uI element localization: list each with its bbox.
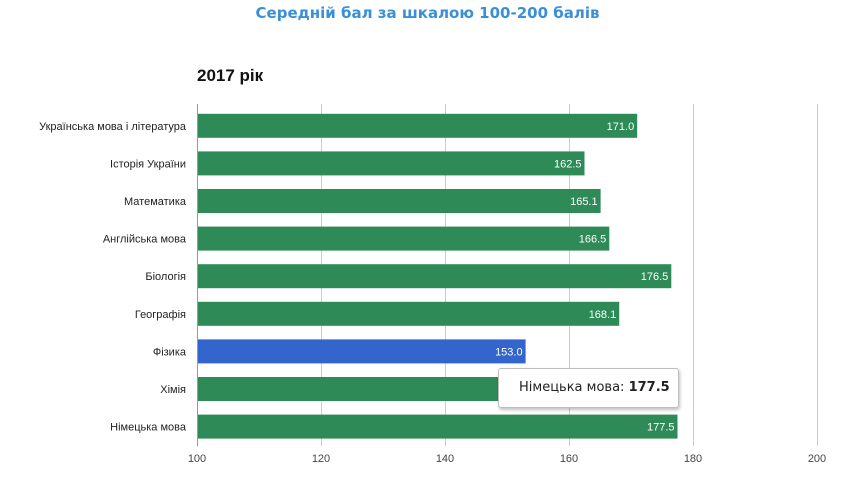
bar-value-label: 166.5	[579, 234, 607, 246]
x-tick-label: 120	[312, 453, 330, 465]
bar[interactable]	[197, 189, 601, 213]
bar[interactable]	[197, 151, 585, 176]
bar-value-label: 176.5	[641, 271, 669, 283]
x-tick-label: 100	[188, 453, 206, 465]
x-tick-label: 180	[684, 453, 702, 465]
category-label: Німецька мова	[110, 422, 187, 434]
bar[interactable]	[197, 301, 620, 326]
tooltip-label: Німецька мова:	[519, 380, 625, 395]
bar[interactable]	[197, 339, 526, 364]
chart-tooltip: Німецька мова: 177.5	[498, 368, 679, 408]
bar[interactable]	[197, 113, 638, 138]
category-label: Історія України	[110, 158, 186, 170]
category-label: Математика	[124, 196, 187, 208]
category-label: Біологія	[145, 271, 186, 283]
bar-value-label: 162.5	[554, 158, 582, 170]
x-tick-label: 140	[436, 453, 454, 465]
category-label: Хімія	[160, 384, 186, 396]
tooltip-value: 177.5	[628, 380, 670, 395]
category-label: Англійська мова	[103, 234, 187, 246]
x-tick-label: 160	[560, 453, 578, 465]
bar[interactable]	[197, 414, 678, 439]
category-label: Українська мова і література	[39, 121, 187, 133]
bar-value-label: 177.5	[647, 422, 675, 434]
bar[interactable]	[197, 264, 672, 289]
x-tick-label: 200	[808, 453, 826, 465]
page-title: Середній бал за шкалою 100-200 балів	[255, 4, 600, 22]
bar-value-label: 171.0	[607, 121, 635, 133]
category-label: Географія	[135, 309, 186, 321]
chart-title: 2017 рік	[197, 66, 264, 85]
bar-value-label: 153.0	[495, 346, 523, 358]
category-label: Фізика	[153, 346, 187, 358]
bar-value-label: 165.1	[570, 196, 598, 208]
bar-value-label: 168.1	[589, 309, 617, 321]
bar[interactable]	[197, 226, 610, 251]
